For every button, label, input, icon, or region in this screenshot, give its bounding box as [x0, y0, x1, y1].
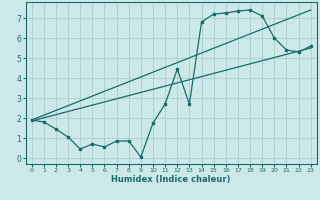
X-axis label: Humidex (Indice chaleur): Humidex (Indice chaleur) — [111, 175, 231, 184]
